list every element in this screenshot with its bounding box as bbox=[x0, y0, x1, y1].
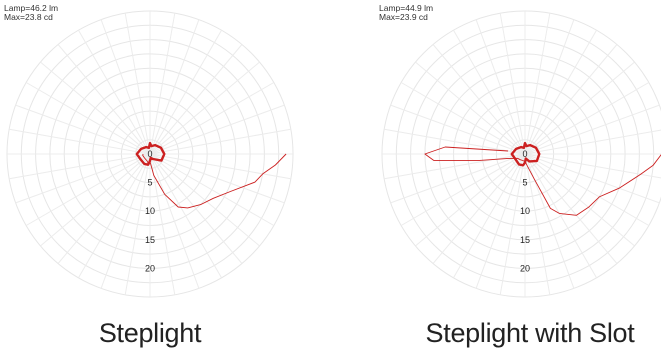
grid-spoke bbox=[524, 153, 597, 279]
grid-spoke bbox=[149, 153, 222, 279]
grid-spoke bbox=[149, 153, 243, 264]
grid-spoke bbox=[149, 82, 275, 155]
grid-spoke bbox=[524, 129, 661, 155]
grid-spoke bbox=[524, 104, 660, 155]
radial-tick-label: 5 bbox=[522, 178, 527, 188]
grid-spoke bbox=[524, 153, 618, 264]
grid-spoke bbox=[15, 153, 151, 204]
grid-spoke bbox=[57, 44, 151, 155]
radial-tick-label: 0 bbox=[522, 149, 527, 159]
caption-left: Steplight bbox=[98, 318, 202, 348]
intensity-curve-core bbox=[510, 141, 541, 167]
grid-spoke bbox=[15, 104, 151, 155]
max-intensity-label: Max=23.9 cd bbox=[379, 12, 428, 22]
grid-spoke bbox=[149, 153, 291, 180]
grid-spoke bbox=[453, 29, 526, 155]
grid-spoke bbox=[149, 153, 285, 204]
grid-spoke bbox=[415, 153, 526, 247]
lamp-info-right: Lamp=44.9 lm Max=23.9 cd bbox=[379, 4, 433, 22]
grid-spoke bbox=[432, 153, 526, 264]
polar-panel-right: 0 5 10 15 20 Lamp=44.9 lm Max=23.9 cd bbox=[375, 0, 661, 300]
grid-spoke bbox=[149, 153, 200, 289]
grid-spoke bbox=[9, 128, 151, 155]
grid-spoke bbox=[524, 13, 551, 155]
grid-spoke bbox=[390, 153, 526, 204]
radial-tick-label: 20 bbox=[520, 263, 530, 273]
grid-spoke bbox=[124, 13, 151, 155]
grid-spoke bbox=[124, 153, 151, 295]
grid-spoke bbox=[524, 44, 618, 155]
grid-spoke bbox=[499, 153, 526, 295]
radial-tick-label: 20 bbox=[145, 263, 155, 273]
grid-spoke bbox=[25, 82, 151, 155]
lamp-flux-label: Lamp=46.2 lm bbox=[4, 3, 59, 13]
radial-tick-label: 10 bbox=[520, 206, 530, 216]
grid-spoke bbox=[40, 61, 151, 155]
grid-spoke bbox=[499, 13, 526, 155]
grid-spoke bbox=[149, 153, 176, 295]
grid-spoke bbox=[78, 153, 151, 279]
grid-spoke bbox=[432, 44, 526, 155]
grid-spoke bbox=[40, 153, 151, 247]
grid-spoke bbox=[524, 153, 650, 226]
intensity-curve-core bbox=[135, 141, 166, 166]
grid-spoke bbox=[149, 153, 275, 226]
grid-spoke bbox=[57, 153, 151, 264]
grid-spoke bbox=[100, 19, 151, 155]
grid-spoke bbox=[149, 29, 222, 155]
grid-spoke bbox=[149, 44, 243, 155]
grid-spoke bbox=[9, 153, 151, 180]
grid-spoke bbox=[524, 153, 660, 204]
grid-spoke bbox=[149, 13, 176, 155]
grid-spoke bbox=[524, 153, 551, 295]
grid-spoke bbox=[78, 29, 151, 155]
grid-spoke bbox=[149, 104, 285, 155]
grid-spoke bbox=[524, 153, 661, 179]
radial-tick-label: 10 bbox=[145, 206, 155, 216]
grid-spoke bbox=[149, 153, 260, 247]
grid-spoke bbox=[524, 82, 650, 155]
grid-spoke bbox=[475, 153, 526, 289]
grid-spoke bbox=[415, 61, 526, 155]
lamp-flux-label: Lamp=44.9 lm bbox=[379, 3, 434, 13]
grid-spoke bbox=[149, 19, 200, 155]
grid-spoke bbox=[100, 153, 151, 289]
lamp-info-left: Lamp=46.2 lm Max=23.8 cd bbox=[4, 4, 58, 22]
grid-spoke bbox=[400, 153, 526, 226]
grid-spoke bbox=[453, 153, 526, 279]
grid-spoke bbox=[149, 128, 291, 155]
grid-spoke bbox=[149, 61, 260, 155]
max-intensity-label: Max=23.8 cd bbox=[4, 12, 53, 22]
grid-spoke bbox=[475, 19, 526, 155]
polar-chart-left: 0 5 10 15 20 bbox=[6, 10, 294, 298]
radial-tick-label: 15 bbox=[520, 235, 530, 245]
radial-tick-label: 5 bbox=[147, 178, 152, 188]
grid-spoke bbox=[524, 61, 635, 155]
grid-spoke bbox=[384, 153, 526, 180]
grid-spoke bbox=[390, 104, 526, 155]
polar-chart-right: 0 5 10 15 20 bbox=[381, 10, 661, 298]
intensity-curve bbox=[424, 146, 661, 216]
radial-tick-label: 15 bbox=[145, 235, 155, 245]
grid-spoke bbox=[384, 128, 526, 155]
grid-spoke bbox=[524, 29, 597, 155]
grid-spoke bbox=[25, 153, 151, 226]
radial-tick-label: 0 bbox=[147, 149, 152, 159]
grid-spoke bbox=[400, 82, 526, 155]
grid-spoke bbox=[524, 19, 575, 155]
caption-right: Steplight with Slot bbox=[425, 318, 635, 348]
intensity-curve bbox=[142, 153, 287, 209]
polar-panel-left: 0 5 10 15 20 Lamp=46.2 lm Max=23.8 cd bbox=[0, 0, 300, 300]
grid-spoke bbox=[524, 153, 635, 247]
